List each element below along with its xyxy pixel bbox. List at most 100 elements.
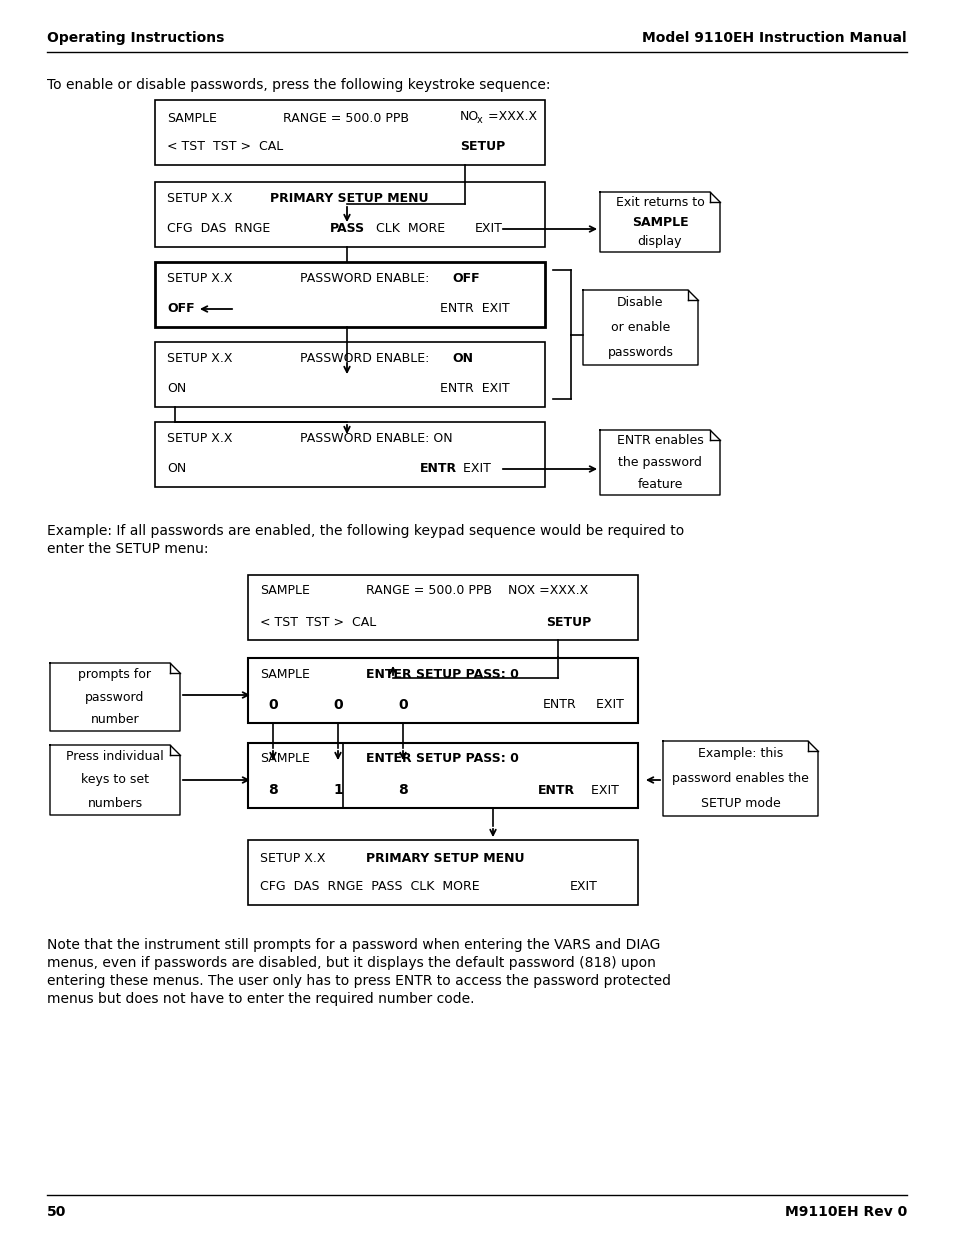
Text: feature: feature [637,478,682,490]
Text: 0: 0 [397,698,407,713]
Text: NO: NO [459,110,478,122]
Text: SETUP X.X: SETUP X.X [167,272,233,284]
Text: SETUP X.X: SETUP X.X [167,431,233,445]
Text: SETUP X.X: SETUP X.X [167,191,233,205]
Text: x: x [476,115,482,125]
Text: ENTR  EXIT: ENTR EXIT [439,383,509,395]
Text: ON: ON [452,352,473,364]
Text: ON: ON [167,462,186,475]
Text: SAMPLE: SAMPLE [167,111,216,125]
Text: SETUP X.X: SETUP X.X [260,851,325,864]
Text: Example: If all passwords are enabled, the following keypad sequence would be re: Example: If all passwords are enabled, t… [47,524,683,538]
Text: number: number [91,713,139,726]
Polygon shape [170,663,180,673]
Text: PRIMARY SETUP MENU: PRIMARY SETUP MENU [270,191,428,205]
Polygon shape [50,745,180,815]
Text: CFG  DAS  RNGE  PASS  CLK  MORE: CFG DAS RNGE PASS CLK MORE [260,881,479,893]
Text: OFF: OFF [167,303,194,315]
Text: Operating Instructions: Operating Instructions [47,31,224,44]
Text: Disable: Disable [617,296,663,309]
Text: passwords: passwords [607,346,673,359]
Text: ENTR: ENTR [419,462,456,475]
Bar [154,422,544,487]
Polygon shape [50,663,180,731]
Text: PASSWORD ENABLE: ON: PASSWORD ENABLE: ON [299,431,452,445]
Text: 8: 8 [397,783,408,797]
Text: PASSWORD ENABLE:: PASSWORD ENABLE: [299,352,433,364]
Text: the password: the password [618,456,701,469]
Text: To enable or disable passwords, press the following keystroke sequence:: To enable or disable passwords, press th… [47,78,550,91]
Text: EXIT: EXIT [455,462,491,475]
Polygon shape [582,290,698,366]
Bar [154,342,544,408]
Text: 8: 8 [268,783,277,797]
Text: SAMPLE: SAMPLE [260,667,310,680]
Text: EXIT: EXIT [587,699,623,711]
Text: keys to set: keys to set [81,773,149,787]
Polygon shape [807,741,817,751]
Text: EXIT: EXIT [582,783,618,797]
Text: RANGE = 500.0 PPB: RANGE = 500.0 PPB [283,111,409,125]
Text: SETUP: SETUP [545,615,591,629]
Text: SETUP X.X: SETUP X.X [167,352,233,364]
Polygon shape [599,191,720,252]
Text: PASS: PASS [330,222,365,236]
Text: ENTER SETUP PASS: 0: ENTER SETUP PASS: 0 [366,667,518,680]
Text: ENTR  EXIT: ENTR EXIT [439,303,509,315]
Text: M9110EH Rev 0: M9110EH Rev 0 [784,1205,906,1219]
Polygon shape [709,430,720,440]
Text: ENTR: ENTR [537,783,575,797]
Text: EXIT: EXIT [475,222,502,236]
Text: or enable: or enable [610,321,669,333]
Bar [154,262,544,327]
Text: 0: 0 [268,698,277,713]
Text: < TST  TST >  CAL: < TST TST > CAL [260,615,375,629]
Text: Model 9110EH Instruction Manual: Model 9110EH Instruction Manual [641,31,906,44]
Text: enter the SETUP menu:: enter the SETUP menu: [47,542,209,556]
Text: < TST  TST >  CAL: < TST TST > CAL [167,141,283,153]
Bar [248,658,638,722]
Text: OFF: OFF [452,272,479,284]
Text: ENTER SETUP PASS: 0: ENTER SETUP PASS: 0 [366,752,518,766]
Text: 0: 0 [333,698,342,713]
Polygon shape [687,290,698,300]
Bar [248,840,638,905]
Text: EXIT: EXIT [569,881,598,893]
Text: CLK  MORE: CLK MORE [368,222,445,236]
Text: password enables the: password enables the [671,772,808,785]
Text: SAMPLE: SAMPLE [260,752,310,766]
Text: SAMPLE: SAMPLE [260,584,310,598]
Text: Note that the instrument still prompts for a password when entering the VARS and: Note that the instrument still prompts f… [47,939,659,952]
Polygon shape [170,745,180,755]
Polygon shape [599,430,720,495]
Text: CFG  DAS  RNGE: CFG DAS RNGE [167,222,278,236]
Bar [154,182,544,247]
Text: PRIMARY SETUP MENU: PRIMARY SETUP MENU [366,851,524,864]
Bar [248,576,638,640]
Text: entering these menus. The user only has to press ENTR to access the password pro: entering these menus. The user only has … [47,974,670,988]
Text: password: password [85,690,145,704]
Text: 50: 50 [47,1205,67,1219]
Text: ENTR: ENTR [542,699,577,711]
Text: 1: 1 [333,783,342,797]
Bar [154,100,544,165]
Text: menus but does not have to enter the required number code.: menus but does not have to enter the req… [47,992,474,1007]
Text: =XXX.X: =XXX.X [483,110,537,122]
Text: Exit returns to: Exit returns to [615,195,703,209]
Text: ENTR enables: ENTR enables [616,435,702,447]
Polygon shape [662,741,817,816]
Text: numbers: numbers [88,797,142,810]
Text: SETUP: SETUP [459,141,505,153]
Text: Press individual: Press individual [66,750,164,763]
Polygon shape [709,191,720,203]
Text: SETUP mode: SETUP mode [700,797,780,810]
Text: SAMPLE: SAMPLE [631,215,688,228]
Text: RANGE = 500.0 PPB    NOX =XXX.X: RANGE = 500.0 PPB NOX =XXX.X [366,584,588,598]
Text: ON: ON [167,383,186,395]
Text: display: display [638,236,681,248]
Text: Example: this: Example: this [698,747,782,760]
Bar [248,743,638,808]
Text: menus, even if passwords are disabled, but it displays the default password (818: menus, even if passwords are disabled, b… [47,956,656,969]
Text: prompts for: prompts for [78,668,152,680]
Text: PASSWORD ENABLE:: PASSWORD ENABLE: [299,272,433,284]
